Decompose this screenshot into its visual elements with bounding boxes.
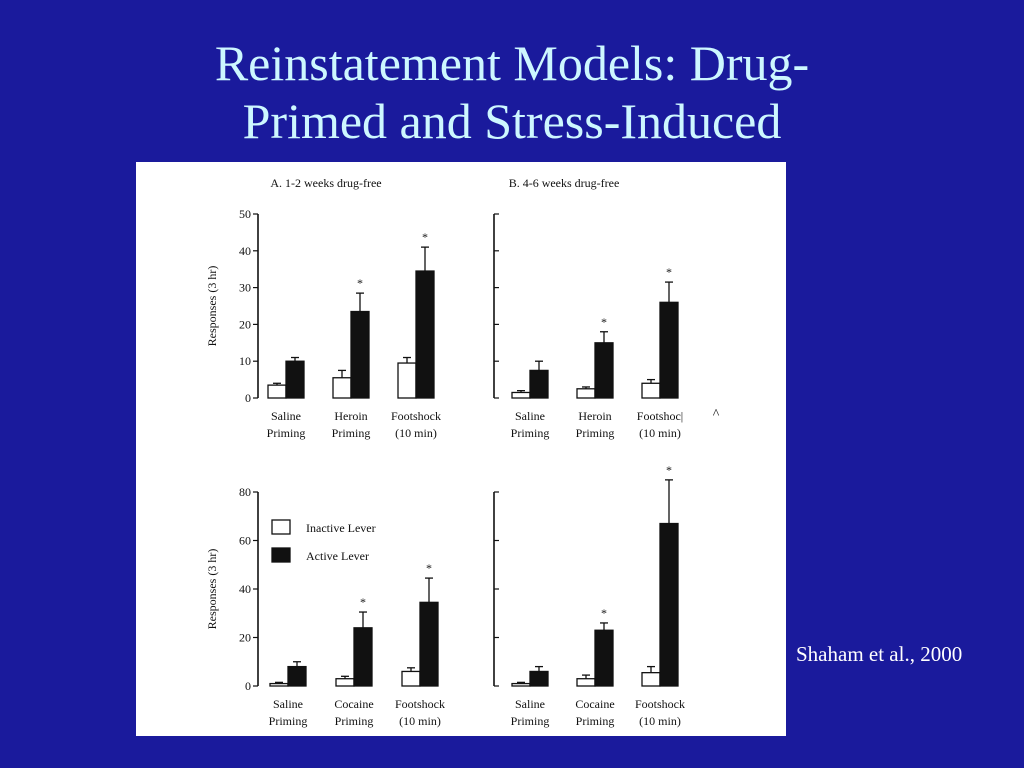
slide-title: Reinstatement Models: Drug- Primed and S…: [0, 34, 1024, 150]
category-label: Priming: [335, 714, 374, 728]
bar-active-lever: [659, 301, 679, 399]
bar-active-lever: [287, 665, 307, 687]
category-label: (10 min): [639, 714, 681, 728]
bar-inactive-lever: [397, 362, 417, 399]
category-label: Saline: [273, 697, 303, 711]
category-label: Cocaine: [334, 697, 373, 711]
category-label: Footshock: [635, 697, 685, 711]
category-label: Priming: [511, 426, 550, 440]
significance-mark: *: [601, 315, 607, 329]
significance-mark: *: [666, 265, 672, 279]
bar-active-lever: [594, 342, 614, 399]
bar-inactive-lever: [401, 670, 421, 687]
category-label: Saline: [515, 409, 545, 423]
significance-mark: *: [360, 595, 366, 609]
category-label: Footshock: [395, 697, 445, 711]
bar-inactive-lever: [511, 682, 531, 687]
significance-mark: *: [601, 606, 607, 620]
category-label: (10 min): [395, 426, 437, 440]
panel-title: B. 4-6 weeks drug-free: [509, 176, 620, 190]
bar-inactive-lever: [332, 377, 352, 399]
bar-active-lever: [415, 270, 435, 399]
y-tick-label: 10: [239, 354, 251, 368]
y-tick-label: 50: [239, 207, 251, 221]
figure-svg: 0 10 20 30 40 50 A. 1-2 weeks drug-free Respons…: [205, 176, 720, 728]
y-tick-label: 40: [239, 244, 251, 258]
category-label: Saline: [271, 409, 301, 423]
y-tick-label: 40: [239, 582, 251, 596]
citation: Shaham et al., 2000: [796, 642, 963, 666]
category-label: Priming: [511, 714, 550, 728]
bar-active-lever: [529, 369, 549, 399]
legend-swatch-inactive: [271, 519, 291, 535]
category-label: Heroin: [578, 409, 611, 423]
y-tick-label: 20: [239, 317, 251, 331]
y-tick-label: 60: [239, 534, 251, 548]
legend-swatch-active: [271, 547, 291, 563]
category-label: Cocaine: [575, 697, 614, 711]
category-label: Footshock: [391, 409, 441, 423]
y-tick-label: 0: [245, 391, 251, 405]
category-label: Footshoc|: [637, 409, 683, 423]
significance-mark: *: [666, 463, 672, 477]
category-label: Priming: [269, 714, 308, 728]
legend-label-inactive: Inactive Lever: [306, 521, 376, 535]
bar-inactive-lever: [269, 682, 289, 687]
bar-inactive-lever: [576, 388, 596, 399]
bar-inactive-lever: [641, 382, 661, 399]
slide-title-line-2: Primed and Stress-Induced: [242, 93, 782, 149]
y-tick-label: 0: [245, 679, 251, 693]
bar-active-lever: [529, 670, 549, 687]
category-label: Heroin: [334, 409, 367, 423]
panel-annotation: ^: [713, 407, 720, 422]
bar-inactive-lever: [511, 391, 531, 399]
y-tick-label: 80: [239, 485, 251, 499]
category-label: Saline: [515, 697, 545, 711]
bar-inactive-lever: [576, 678, 596, 687]
bar-inactive-lever: [641, 672, 661, 687]
figure-panel: 0 10 20 30 40 50 A. 1-2 weeks drug-free Respons…: [136, 162, 786, 736]
y-axis-label: Responses (3 hr): [205, 549, 219, 630]
bar-inactive-lever: [267, 384, 287, 399]
bar-active-lever: [594, 629, 614, 687]
category-label: Priming: [576, 714, 615, 728]
bar-active-lever: [285, 360, 305, 399]
panel-title: A. 1-2 weeks drug-free: [270, 176, 381, 190]
legend-label-active: Active Lever: [306, 549, 369, 563]
bar-active-lever: [419, 601, 439, 687]
y-axis-label: Responses (3 hr): [205, 266, 219, 347]
category-label: (10 min): [399, 714, 441, 728]
category-label: Priming: [332, 426, 371, 440]
category-label: (10 min): [639, 426, 681, 440]
significance-mark: *: [357, 276, 363, 290]
y-tick-label: 20: [239, 631, 251, 645]
bar-active-lever: [353, 627, 373, 687]
y-tick-label: 30: [239, 281, 251, 295]
category-label: Priming: [267, 426, 306, 440]
bar-active-lever: [350, 310, 370, 399]
significance-mark: *: [426, 561, 432, 575]
slide-title-line-1: Reinstatement Models: Drug-: [214, 35, 810, 91]
bar-inactive-lever: [335, 678, 355, 687]
bar-active-lever: [659, 522, 679, 687]
significance-mark: *: [422, 230, 428, 244]
category-label: Priming: [576, 426, 615, 440]
